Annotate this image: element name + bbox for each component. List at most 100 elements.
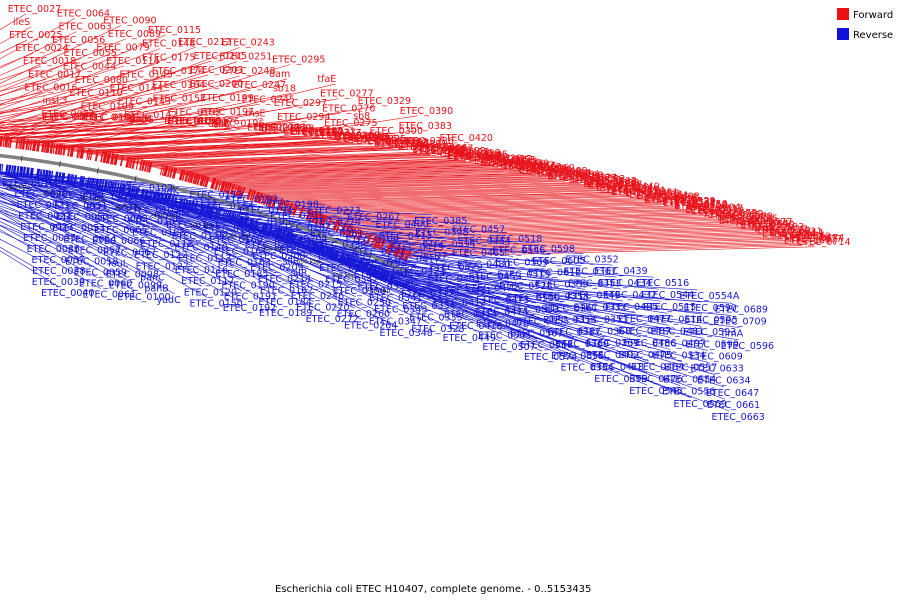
leader-line xyxy=(0,128,226,139)
reverse-gene-block xyxy=(69,174,74,186)
leader-line xyxy=(381,278,724,388)
reverse-gene-block xyxy=(177,197,184,210)
gene-label: ETEC_0461 xyxy=(636,191,689,202)
reverse-gene-block xyxy=(0,163,2,175)
gene-label: ETEC_0452 xyxy=(474,156,527,167)
scale-tick-label: 700 kbp xyxy=(331,273,356,280)
leader-line xyxy=(0,52,115,97)
leader-line xyxy=(0,178,190,231)
leader-line xyxy=(314,250,637,314)
leader-line xyxy=(258,186,602,198)
forward-gene-block xyxy=(25,138,29,150)
gene-label: cstA xyxy=(755,223,776,234)
gene-label: silE xyxy=(283,257,299,268)
leader-line xyxy=(320,252,642,338)
forward-gene-block xyxy=(214,179,220,191)
forward-gene-block xyxy=(257,192,264,204)
leader-line xyxy=(14,131,266,143)
leader-line xyxy=(378,277,716,376)
gene-label: ETEC_0518 xyxy=(489,234,542,245)
gene-label: ETEC_0363 xyxy=(367,137,420,148)
scale-tick xyxy=(245,205,249,212)
gene-label: silA xyxy=(213,119,230,130)
forward-gene-block xyxy=(196,173,202,185)
gene-label: ETEC_0474 xyxy=(475,307,528,318)
gene-label: ETEC_0349 xyxy=(567,290,620,301)
leader-line xyxy=(238,180,569,191)
gene-label: ETEC_0326 xyxy=(344,133,397,144)
gene-label: silR xyxy=(291,268,308,279)
leader-line xyxy=(0,246,50,277)
leader-line xyxy=(0,192,154,261)
gene-label: ETEC_0190 xyxy=(221,280,274,291)
gene-label: ETEC_0175 xyxy=(142,52,195,63)
reverse-gene-block xyxy=(22,166,27,178)
gene-label: ETEC_0555 xyxy=(516,317,569,328)
leader-line xyxy=(376,276,709,363)
forward-gene-block xyxy=(389,243,395,255)
gene-label: ETEC_0295 xyxy=(272,55,325,66)
scale-tick xyxy=(318,231,322,238)
gene-label: ETEC_0142 xyxy=(124,110,177,121)
leader-line xyxy=(396,285,739,341)
reverse-gene-block xyxy=(162,193,168,206)
forward-gene-block xyxy=(392,245,399,257)
leader-line xyxy=(64,181,309,291)
reverse-gene-block xyxy=(252,220,257,231)
forward-gene-block xyxy=(240,186,246,198)
reverse-gene-block xyxy=(221,210,226,222)
leader-line xyxy=(404,243,807,255)
leader-line xyxy=(318,207,681,219)
leader-line xyxy=(244,225,543,352)
forward-gene-block xyxy=(321,215,328,227)
gene-label: ETEC_0335 xyxy=(409,313,462,324)
leader-line xyxy=(247,226,540,244)
gene-label: ETEC_0478 xyxy=(476,319,529,330)
gene-label: ETEC_0420 xyxy=(440,133,493,144)
forward-gene-block xyxy=(52,142,56,154)
gene-label: ETEC_0056 xyxy=(52,35,105,46)
leader-line xyxy=(244,181,583,193)
reverse-gene-block xyxy=(332,249,340,262)
gene-label: ETEC_0617 xyxy=(754,224,807,235)
gene-label: ETEC_0104 xyxy=(126,205,179,216)
forward-gene-block xyxy=(290,203,295,215)
gene-label: ETEC_0545 xyxy=(629,386,682,397)
forward-gene-block xyxy=(235,185,241,197)
gene-label: ETEC_0509 xyxy=(495,257,548,268)
reverse-gene-block xyxy=(229,212,235,224)
scale-tick-label: 450 kbp xyxy=(153,213,178,220)
reverse-gene-block xyxy=(373,267,381,279)
leader-line xyxy=(360,224,740,236)
gene-label: ETEC_0310 xyxy=(354,270,407,281)
gene-label: panC xyxy=(140,272,165,283)
gene-label: ETEC_0072 xyxy=(41,109,94,120)
reverse-gene-block xyxy=(90,177,95,190)
gene-label: ETEC_0390 xyxy=(400,106,453,117)
gene-label: ETEC_0197 xyxy=(201,107,254,118)
reverse-gene-block xyxy=(233,214,239,225)
gene-label: ETEC_0274 xyxy=(308,217,361,228)
forward-gene-block xyxy=(69,145,75,157)
forward-gene-block xyxy=(146,161,150,173)
leader-line xyxy=(396,240,790,251)
leader-line xyxy=(124,130,417,162)
forward-gene-block xyxy=(305,209,312,221)
leader-line xyxy=(0,61,238,140)
gene-label: ETEC_0098 xyxy=(106,270,159,281)
gene-label: ETEC_0674 xyxy=(791,233,844,244)
leader-line xyxy=(218,217,507,234)
reverse-gene-block xyxy=(147,190,152,202)
reverse-gene-block xyxy=(41,169,46,181)
leader-line xyxy=(249,227,551,256)
leader-line xyxy=(0,182,105,203)
gene-label: ETEC_0334 xyxy=(402,301,455,312)
forward-gene-block xyxy=(350,227,357,238)
reverse-gene-block xyxy=(189,201,195,213)
gene-label: yadC xyxy=(157,295,181,306)
forward-gene-block xyxy=(202,175,207,187)
gene-label: ETEC_0345A xyxy=(330,132,390,143)
gene-label: ETEC_0428 xyxy=(469,153,522,164)
gene-label: ETEC_0252 xyxy=(253,123,306,134)
gene-label: ETEC_0151 xyxy=(164,116,217,127)
